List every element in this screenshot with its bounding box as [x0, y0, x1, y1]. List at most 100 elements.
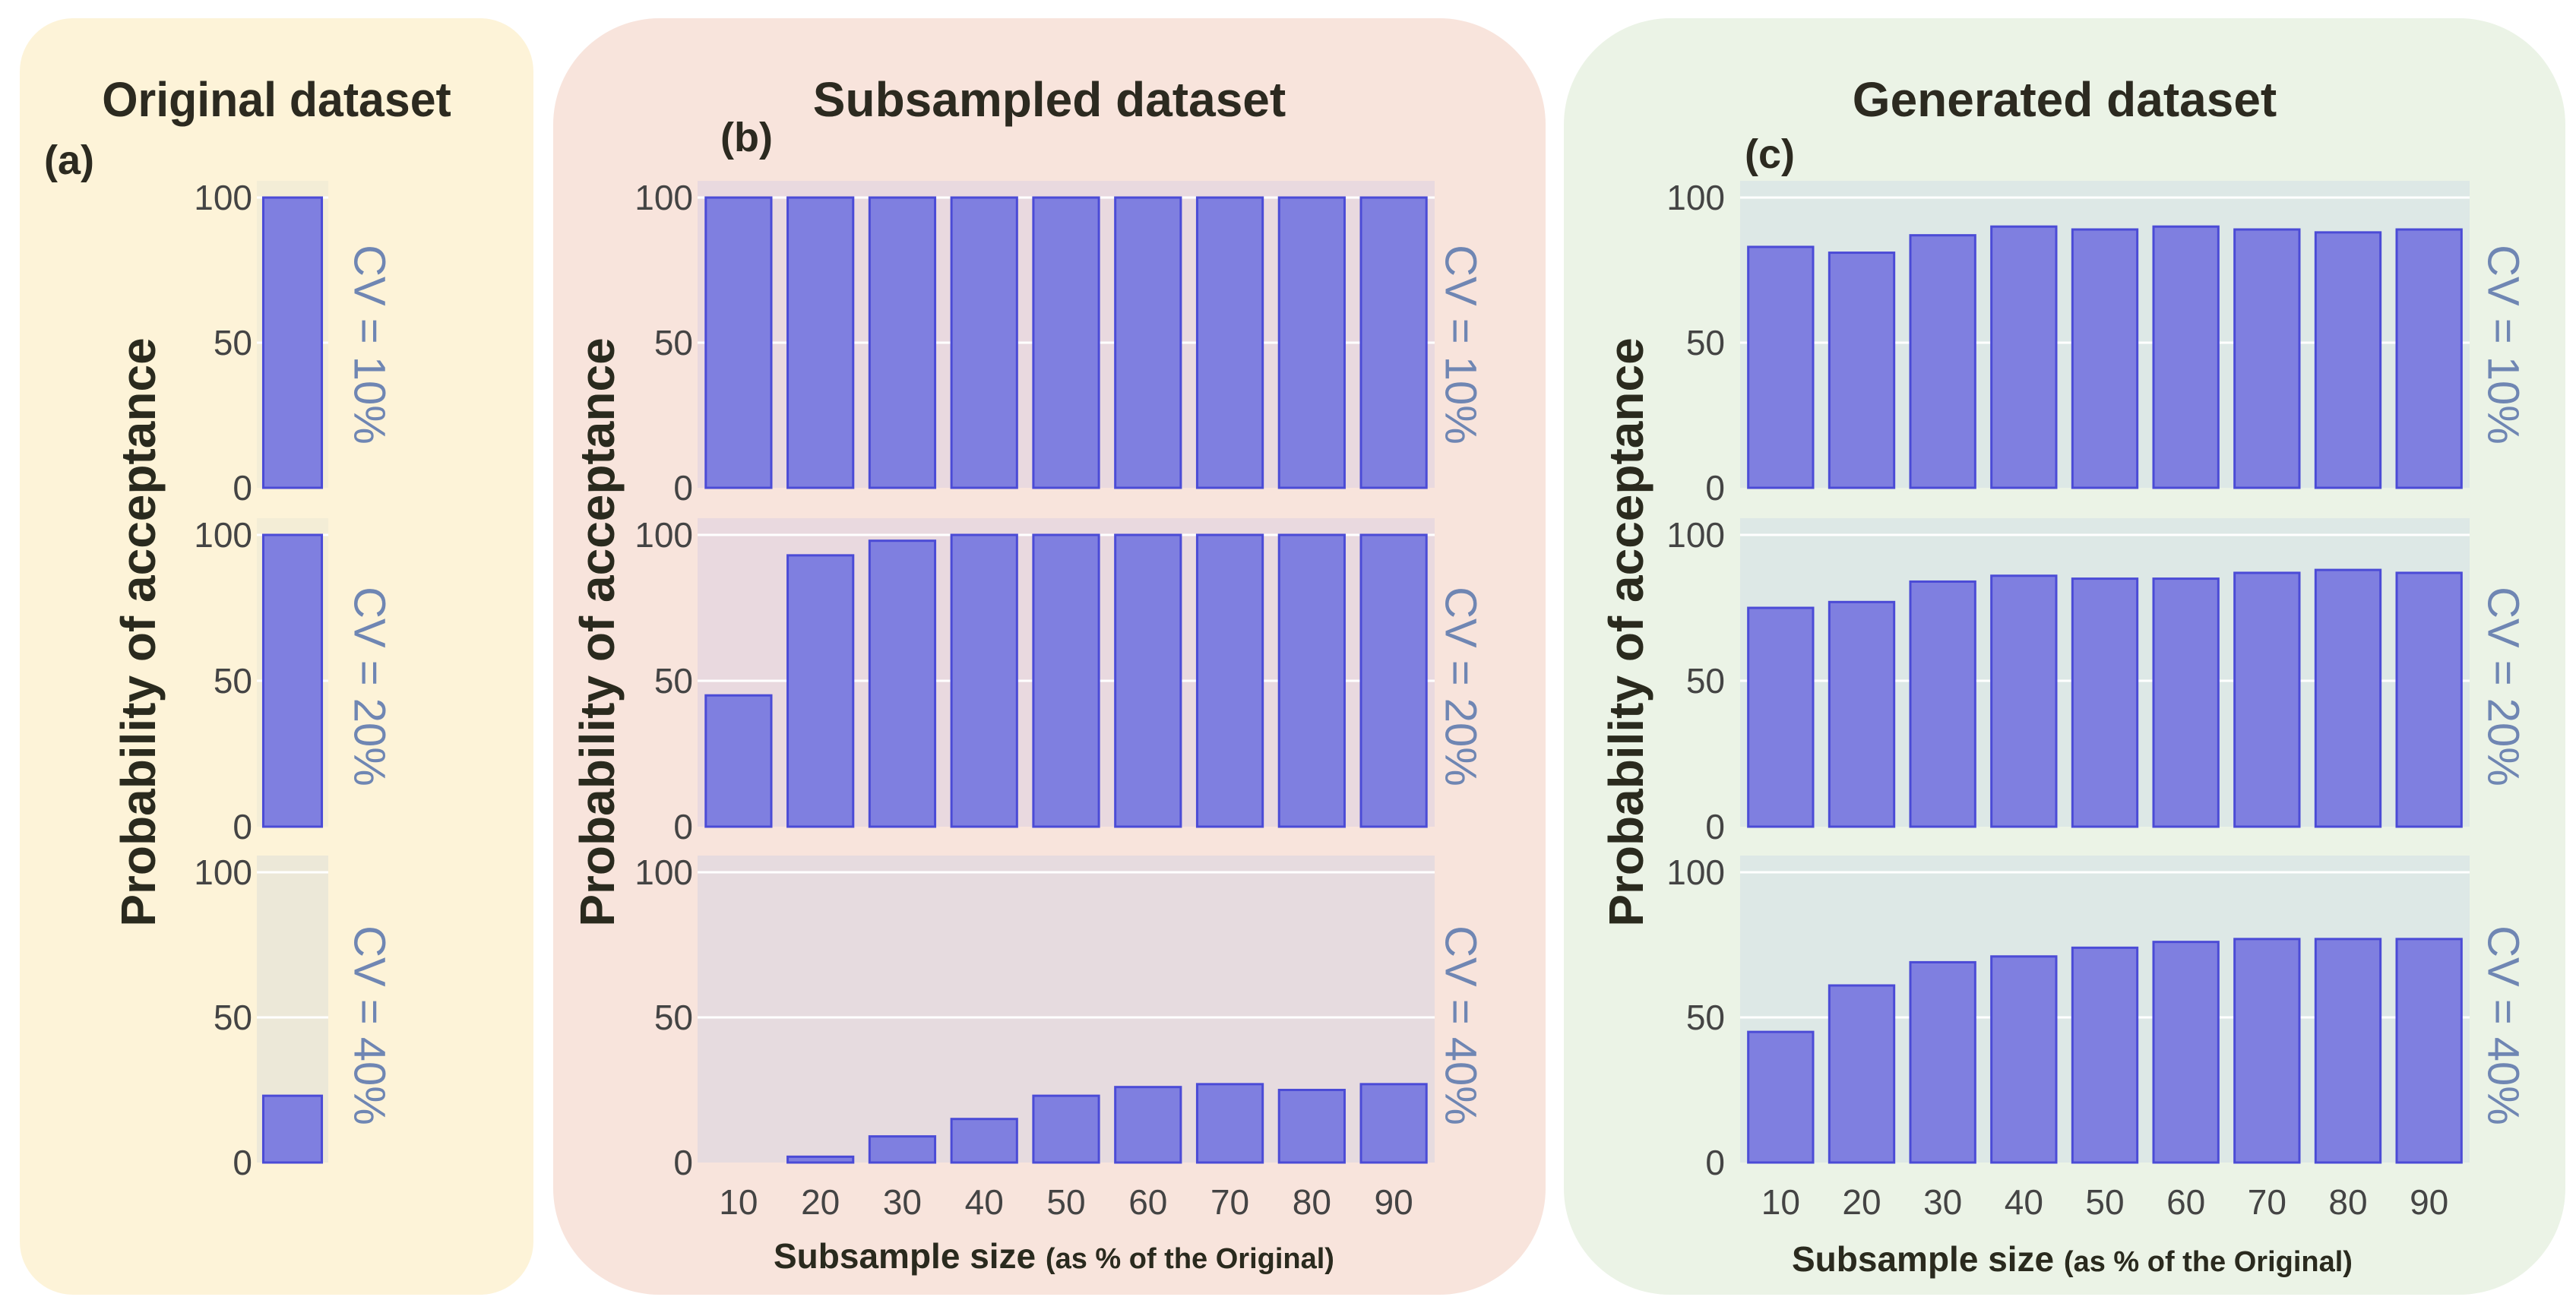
bar-b-1-60 [1114, 196, 1182, 489]
subplot-a-row-1: 0 50 100 [194, 178, 328, 508]
y-tick-label: 50 [654, 661, 693, 701]
bar-c-1-60 [2152, 225, 2220, 489]
bar-c-2-10 [1747, 606, 1815, 828]
bar-c-1-40 [1990, 225, 2058, 489]
y-tick-label: 50 [214, 323, 252, 362]
x-tick-label: 10 [719, 1182, 758, 1222]
x-tick-label: 80 [2328, 1182, 2367, 1222]
x-axis-label-note: (as % of the Original) [2063, 1246, 2353, 1278]
y-tick-label: 100 [194, 178, 252, 217]
x-tick-label: 90 [1375, 1182, 1413, 1222]
x-tick-label: 20 [801, 1182, 840, 1222]
bar-b-1-30 [868, 196, 937, 489]
y-tick-label: 0 [233, 468, 252, 508]
x-tick-label: 90 [2410, 1182, 2448, 1222]
bar-b-1-50 [1032, 196, 1100, 489]
bar-c-2-90 [2395, 571, 2463, 828]
x-axis-label-main: Subsample size [1792, 1239, 2055, 1279]
bar-c-1-20 [1828, 251, 1896, 489]
y-tick-label: 100 [194, 853, 252, 892]
x-tick-label: 50 [1046, 1182, 1085, 1222]
x-tick-label: 60 [1128, 1182, 1167, 1222]
panel-title: Original dataset [102, 72, 451, 127]
bar-b-1-10 [704, 196, 773, 489]
y-tick-label: 0 [1705, 468, 1725, 508]
x-axis-label-note: (as % of the Original) [1045, 1243, 1334, 1275]
subplot-c-row-2: 0 50 100 [1666, 515, 2470, 846]
bar-b-2-30 [868, 539, 937, 828]
bar-b-1-90 [1359, 196, 1428, 489]
bar-c-1-10 [1747, 245, 1815, 489]
bar-c-3-60 [2152, 941, 2220, 1164]
y-tick-label: 50 [1686, 998, 1725, 1037]
y-tick-label: 50 [1686, 323, 1725, 362]
panel-title: Subsampled dataset [812, 72, 1286, 127]
bar-b-2-10 [704, 694, 773, 828]
x-tick-label: 30 [883, 1182, 922, 1222]
y-tick-label: 100 [1666, 853, 1725, 892]
panel-label-c: (c) [1745, 131, 1795, 177]
bar-c-1-90 [2395, 228, 2463, 489]
subplot-a-row-2: 0 50 100 [194, 515, 328, 846]
y-tick-label: 50 [654, 998, 693, 1037]
y-tick-label: 100 [635, 853, 693, 892]
subplot-b-row-1: 0 50 100 [635, 178, 1435, 508]
bar-c-1-30 [1909, 234, 1976, 489]
bar-c-2-60 [2152, 577, 2220, 828]
bar-c-2-50 [2071, 577, 2139, 828]
x-tick-label: 30 [1923, 1182, 1962, 1222]
y-tick-label: 100 [1666, 178, 1725, 217]
x-tick-label: 10 [1761, 1182, 1800, 1222]
bar-b-2-50 [1032, 533, 1100, 828]
x-axis-label-c: Subsample size (as % of the Original) [1792, 1238, 2353, 1280]
bar-c-3-80 [2314, 938, 2382, 1164]
y-tick-label: 100 [1666, 515, 1725, 555]
bar-b-2-80 [1277, 533, 1346, 828]
y-tick-label: 0 [673, 468, 693, 508]
bar-c-2-80 [2314, 568, 2382, 828]
bar-c-2-20 [1828, 600, 1896, 828]
bar-b-2-60 [1114, 533, 1182, 828]
x-tick-label: 80 [1293, 1182, 1331, 1222]
y-tick-label: 0 [1705, 807, 1725, 846]
bar-b-2-20 [786, 554, 855, 828]
x-tick-label: 70 [1210, 1182, 1249, 1222]
bar-c-3-20 [1828, 984, 1896, 1164]
bar-c-2-70 [2233, 571, 2301, 828]
subplot-a-row-3: 0 50 100 [194, 853, 328, 1182]
bar-c-2-30 [1909, 580, 1976, 828]
y-tick-label: 100 [194, 515, 252, 555]
x-tick-label: 50 [2085, 1182, 2124, 1222]
bar-c-1-50 [2071, 228, 2139, 489]
bar-c-1-70 [2233, 228, 2301, 489]
bar-b-2-90 [1359, 533, 1428, 828]
y-tick-label: 0 [233, 807, 252, 846]
y-tick-label: 50 [654, 323, 693, 362]
bar-c-3-50 [2071, 946, 2139, 1164]
bar-b-3-40 [950, 1118, 1018, 1164]
y-tick-label: 50 [214, 661, 252, 701]
bar-b-3-90 [1359, 1083, 1428, 1164]
bar-b-1-40 [950, 196, 1018, 489]
x-axis-label-b: Subsample size (as % of the Original) [774, 1235, 1334, 1276]
bar-b-1-80 [1277, 196, 1346, 489]
bar-b-1-20 [786, 196, 855, 489]
bar-a-1-original [261, 196, 324, 489]
panel-label-a: (a) [44, 138, 94, 183]
bar-a-2-original [261, 533, 324, 828]
x-tick-label: 40 [2005, 1182, 2043, 1222]
subplot-c-row-1: 0 50 100 [1666, 178, 2470, 508]
x-axis-label-main: Subsample size [774, 1236, 1036, 1276]
bar-a-3-original [261, 1094, 324, 1164]
bar-b-1-70 [1195, 196, 1264, 489]
x-tick-label: 40 [965, 1182, 1004, 1222]
y-tick-label: 100 [635, 515, 693, 555]
bar-c-3-10 [1747, 1030, 1815, 1164]
y-tick-label: 0 [233, 1143, 252, 1182]
bar-c-3-30 [1909, 960, 1976, 1164]
y-tick-label: 0 [673, 807, 693, 846]
y-tick-label: 0 [673, 1143, 693, 1182]
bar-b-3-20 [786, 1155, 855, 1164]
bar-b-2-40 [950, 533, 1018, 828]
